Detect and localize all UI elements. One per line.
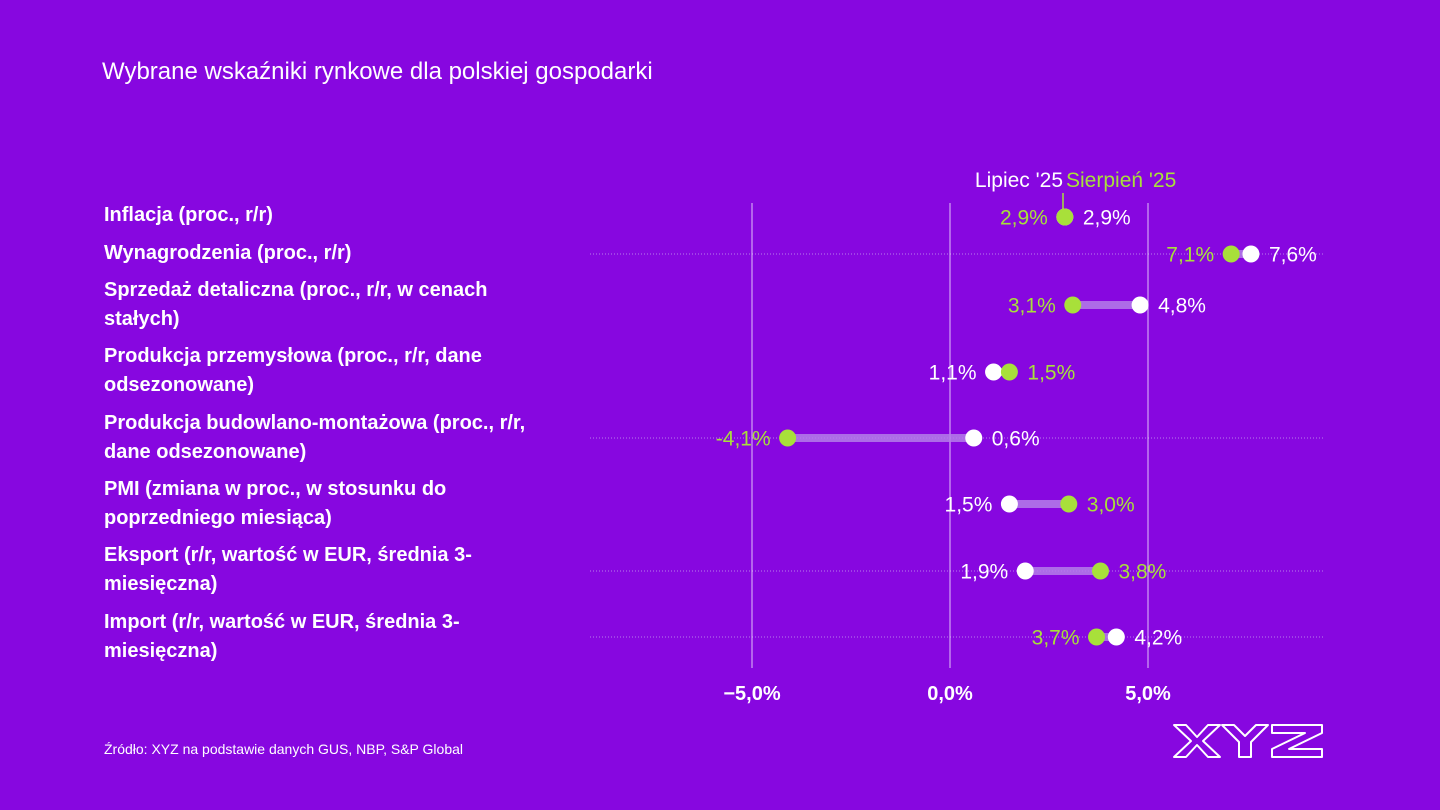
value-label-lipiec: 1,9% <box>960 561 1008 584</box>
source-note: Źródło: XYZ na podstawie danych GUS, NBP… <box>104 741 464 757</box>
category-label-import: Import (r/r, wartość w EUR, średnia 3-mi… <box>104 611 460 662</box>
dot-lipiec <box>1107 628 1125 646</box>
dot-sierpien <box>1060 495 1078 513</box>
dot-lipiec <box>965 429 983 447</box>
value-label-lipiec: 0,6% <box>992 428 1040 451</box>
x-tick-label: −5,0% <box>723 683 780 705</box>
value-label-sierpien: 7,1% <box>1166 244 1214 267</box>
value-label-sierpien: 3,0% <box>1087 494 1135 517</box>
xyz-logo <box>1173 724 1323 758</box>
category-label-eksport: Eksport (r/r, wartość w EUR, średnia 3-m… <box>104 544 472 595</box>
value-label-sierpien: 2,9% <box>1000 207 1048 230</box>
dot-sierpien <box>1056 208 1074 226</box>
dot-sierpien <box>779 429 797 447</box>
category-label-produkcja-budowlana: Produkcja budowlano-montażowa (proc., r/… <box>104 412 526 463</box>
dumbbell-connector <box>1072 301 1141 309</box>
value-label-sierpien: 1,5% <box>1027 362 1075 385</box>
value-label-sierpien: 3,7% <box>1032 627 1080 650</box>
category-label-wynagrodzenia: Wynagrodzenia (proc., r/r) <box>104 242 352 264</box>
value-label-lipiec: 1,5% <box>945 494 993 517</box>
dot-sierpien <box>1088 628 1106 646</box>
x-tick-label: 5,0% <box>1125 683 1171 705</box>
dot-lipiec <box>985 363 1003 381</box>
value-label-lipiec: 1,1% <box>929 362 977 385</box>
value-label-lipiec: 7,6% <box>1269 244 1317 267</box>
dumbbell-connector <box>1096 633 1117 641</box>
legend-label-lipiec: Lipiec '25 <box>975 169 1063 192</box>
value-label-lipiec: 4,8% <box>1158 295 1206 318</box>
x-tick-label: 0,0% <box>927 683 973 705</box>
category-label-sprzedaz: Sprzedaż detaliczna (proc., r/r, w cenac… <box>104 279 488 330</box>
dumbbell-connector <box>1025 567 1101 575</box>
value-label-sierpien: 3,1% <box>1008 295 1056 318</box>
chart-title: Wybrane wskaźniki rynkowe dla polskiej g… <box>102 58 653 85</box>
dot-lipiec <box>1000 495 1018 513</box>
dot-lipiec <box>1242 245 1260 263</box>
category-label-pmi: PMI (zmiana w proc., w stosunku do poprz… <box>104 478 447 529</box>
dot-sierpien <box>1091 562 1109 580</box>
value-label-sierpien: -4,1% <box>716 428 771 451</box>
dumbbell-connector <box>787 434 974 442</box>
value-label-sierpien: 3,8% <box>1118 561 1166 584</box>
dot-sierpien <box>1064 296 1082 314</box>
dot-lipiec <box>1131 296 1149 314</box>
dumbbell-connector <box>1231 250 1251 258</box>
value-label-lipiec: 4,2% <box>1134 627 1182 650</box>
dot-sierpien <box>1222 245 1240 263</box>
dot-sierpien <box>1000 363 1018 381</box>
category-label-produkcja-przemyslowa: Produkcja przemysłowa (proc., r/r, dane … <box>104 345 482 396</box>
category-label-inflacja: Inflacja (proc., r/r) <box>104 204 273 226</box>
legend-label-sierpien: Sierpień '25 <box>1066 169 1176 192</box>
dumbbell-connector <box>1009 500 1069 508</box>
dot-lipiec <box>1016 562 1034 580</box>
value-label-lipiec: 2,9% <box>1083 207 1131 230</box>
